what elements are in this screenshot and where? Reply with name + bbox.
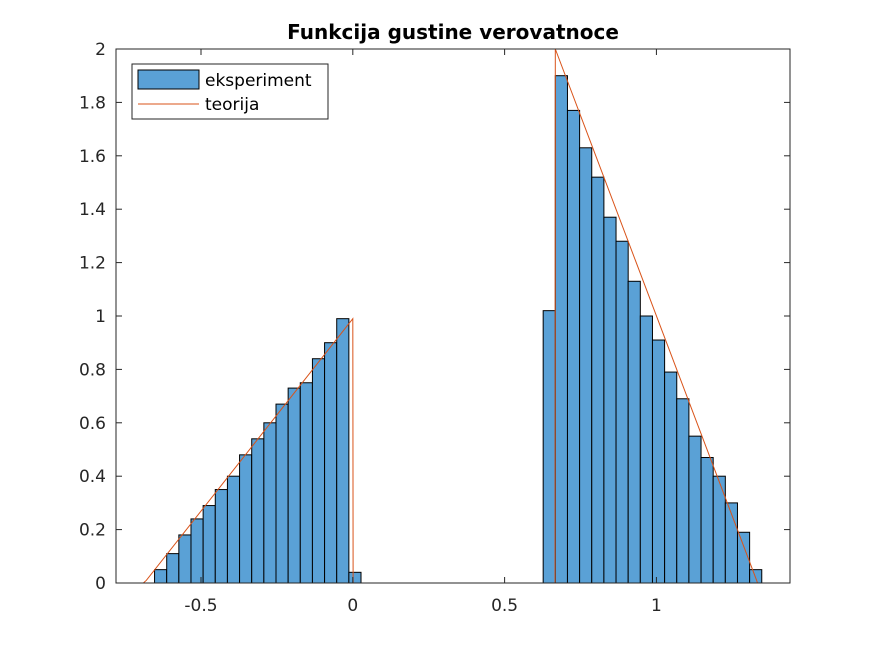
histogram-bar (579, 147, 593, 584)
y-axis-ticks: 0 0.2 0.4 0.6 0.8 1 1.2 1.4 1.6 1.8 2 (79, 40, 790, 594)
y-tick-label: 0.4 (79, 467, 106, 487)
chart-title: Funkcija gustine verovatnoce (287, 20, 619, 44)
histogram-bar (651, 339, 666, 584)
histogram-bar (251, 438, 265, 584)
y-tick-label: 2 (95, 40, 106, 60)
y-tick-label: 1.8 (79, 93, 106, 113)
histogram-bar (226, 475, 241, 584)
y-tick-label: 0.8 (79, 360, 106, 380)
histogram-bar (749, 569, 763, 584)
x-tick-label: 1 (651, 596, 662, 616)
legend-label-teorija: teorija (205, 95, 259, 115)
histogram-bar (664, 371, 678, 584)
histogram-bar (676, 398, 690, 584)
histogram-bar (287, 387, 301, 584)
histogram-bar (324, 342, 338, 584)
legend-swatch-eksperiment (137, 69, 200, 90)
x-tick-label: -0.5 (184, 596, 217, 616)
histogram-bar (627, 280, 641, 584)
histogram-bar (348, 571, 362, 584)
histogram-bars (154, 75, 763, 584)
x-tick-label: 0.5 (491, 596, 518, 616)
y-tick-label: 1.4 (79, 200, 106, 220)
y-tick-label: 0 (95, 574, 106, 594)
y-tick-label: 1.2 (79, 254, 106, 274)
histogram-bar (554, 75, 568, 584)
histogram-bar (214, 489, 228, 584)
y-tick-label: 1 (95, 307, 106, 327)
histogram-bar (615, 240, 629, 584)
histogram-bar (700, 457, 714, 584)
histogram-bar (202, 505, 216, 584)
x-tick-label: 0 (347, 596, 358, 616)
x-axis-ticks: -0.5 0 0.5 1 (184, 49, 662, 616)
histogram-bar (688, 435, 702, 584)
legend-label-eksperiment: eksperiment (205, 71, 312, 91)
histogram-bar (275, 403, 289, 584)
histogram-bar (311, 358, 326, 584)
histogram-bar (336, 318, 350, 584)
histogram-bar (639, 315, 653, 584)
histogram-bar (178, 534, 192, 584)
histogram-bar (154, 569, 168, 584)
histogram-bar (299, 382, 313, 584)
y-tick-label: 0.6 (79, 414, 106, 434)
y-tick-label: 1.6 (79, 147, 106, 167)
histogram-bar (603, 216, 617, 584)
histogram-bar (166, 553, 180, 584)
histogram-bar (190, 518, 204, 584)
legend: eksperiment teorija (131, 63, 329, 120)
y-tick-label: 0.2 (79, 521, 106, 541)
histogram-bar (591, 176, 605, 584)
histogram-bar (566, 109, 581, 584)
histogram-bar (239, 454, 253, 584)
histogram-bar (263, 422, 277, 584)
histogram-bar (542, 310, 556, 584)
